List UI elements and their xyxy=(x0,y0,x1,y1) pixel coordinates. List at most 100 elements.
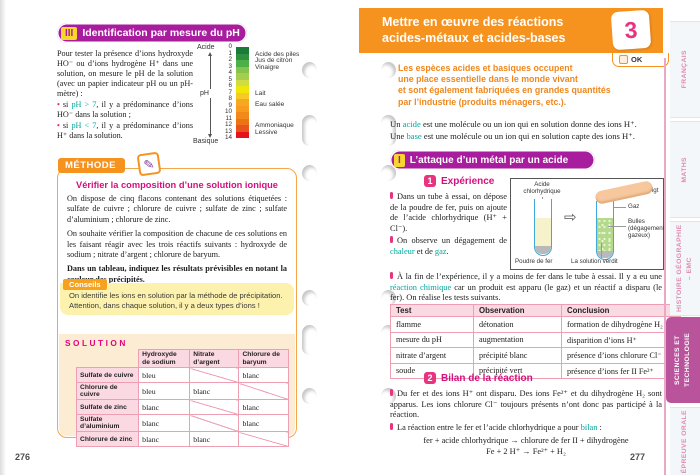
table-row: Sulfate de cuivre bleu blanc xyxy=(75,367,289,384)
page-edge-shadow xyxy=(0,0,6,475)
pointer-line xyxy=(608,226,626,227)
ok-checkbox[interactable] xyxy=(619,55,628,64)
iron-residue xyxy=(597,251,613,258)
bilan-bullet-2: La réaction entre le fer et l’acide chlo… xyxy=(390,423,662,434)
conseils-panel: On identifie les ions en solution par la… xyxy=(60,283,294,315)
table-cell-empty xyxy=(189,399,240,416)
experience-bullet-1: Dans un tube à essai, on dépose de la po… xyxy=(390,192,507,233)
tab-histoire-geographie-emc[interactable]: HISTOIRE GÉOGRAPHIE – EMC xyxy=(670,221,700,316)
table-row: Chlorure de cuivre bleu blanc xyxy=(75,382,289,401)
pencil-badge: ✎ xyxy=(136,151,162,177)
ok-tab: OK xyxy=(612,53,669,67)
intro-paragraph: Pour tester la présence d’ions hydroxyde… xyxy=(57,49,193,98)
table-header-row: Hydroxyde de sodium Nitrate d’argent Chl… xyxy=(77,348,289,369)
bilan-text: Du fer et des ions H⁺ ont disparu. Des i… xyxy=(390,389,662,457)
experiment-diagram: Acide chlorhydrique Poudre de fer ⇨ Doig… xyxy=(510,178,664,270)
table-cell-empty xyxy=(189,414,240,433)
binder-hole xyxy=(381,165,396,181)
section-numeral: III xyxy=(61,26,78,40)
sub-title: Bilan de la réaction xyxy=(441,372,533,384)
chapter-number-card: 3 xyxy=(610,9,652,51)
iron-powder xyxy=(535,246,551,254)
section-title: L’attaque d’un métal par un acide xyxy=(409,154,569,166)
acid-label: Acide chlorhydrique xyxy=(523,181,561,195)
bilan-bullet-1: Du fer et des ions H⁺ ont disparu. Des i… xyxy=(390,389,662,420)
ph-axis: Acide pH Basique xyxy=(193,44,221,154)
ph-basic-label: Basique xyxy=(193,138,219,145)
chapter-title: Mettre en œuvre des réactions acides-mét… xyxy=(382,15,566,45)
methode-label: MÉTHODE xyxy=(58,158,125,173)
table-header-row: Test Observation Conclusion xyxy=(390,304,681,317)
table-cell-empty xyxy=(238,382,289,401)
definition-acide: Un acide est une molécule ou un ion qui … xyxy=(390,119,637,129)
left-page-number: 276 xyxy=(15,452,31,462)
transform-arrow-icon: ⇨ xyxy=(564,209,577,226)
intro-bullet-1: si pH > 7, il y a prédominance d’ions HO… xyxy=(57,100,193,120)
ok-label: OK xyxy=(631,55,643,64)
ph-acid-label: Acide xyxy=(197,44,215,51)
finger-shape xyxy=(594,180,654,205)
test-tube-right xyxy=(596,201,614,260)
solution-table: Hydroxyde de sodium Nitrate d’argent Chl… xyxy=(75,348,289,448)
right-page-number: 277 xyxy=(630,452,646,462)
methode-box: MÉTHODE ✎ Vérifier la composition d’une … xyxy=(57,151,297,448)
chapter-number: 3 xyxy=(623,16,639,43)
tab-strip-divider xyxy=(664,58,666,475)
methode-title: Vérifier la composition d’une solution i… xyxy=(76,180,278,190)
tests-table-wrap: Test Observation Conclusion flamme déton… xyxy=(390,304,681,379)
chapter-banner: Mettre en œuvre des réactions acides-mét… xyxy=(359,8,663,53)
ph-color-bar xyxy=(236,47,249,138)
conseils-line-1: On identifie les ions en solution par la… xyxy=(69,291,283,300)
binder-hole xyxy=(381,62,396,78)
conseils-label: Conseils xyxy=(63,279,107,290)
ph-axis-label: pH xyxy=(198,89,211,98)
pointer-line xyxy=(601,243,602,258)
pencil-icon: ✎ xyxy=(142,155,156,173)
tab-epreuve-orale[interactable]: ÉPREUVE ORALE xyxy=(670,407,700,475)
ph-tick-numbers: 0 1 2 3 4 5 6 7 8 9 10 11 12 13 14 xyxy=(224,43,232,141)
experience-heading: 1 Expérience xyxy=(424,175,494,187)
table-row: mesure du pH augmentation disparition d’… xyxy=(390,331,681,348)
binder-hole xyxy=(381,115,396,146)
iron-label: Poudre de fer xyxy=(515,258,553,265)
pointer-line xyxy=(614,207,626,208)
bubbles-label: Bulles (dégagement gazeux) xyxy=(628,218,665,239)
methode-paragraph-2: On souhaite vérifier la composition de c… xyxy=(67,229,287,260)
methode-paragraph-1: On dispose de cinq flacons contenant des… xyxy=(67,194,287,224)
table-cell-empty xyxy=(238,431,289,448)
green-label: La solution verdit xyxy=(571,258,618,265)
tab-sciences-et-technologie[interactable]: SCIENCES ET TECHNOLOGIE xyxy=(666,317,700,403)
experience-text: Dans un tube à essai, on dépose de la po… xyxy=(390,192,507,260)
bilan-heading: 2 Bilan de la réaction xyxy=(424,372,533,384)
table-row: flamme détonation formation de dihydrogè… xyxy=(390,316,681,333)
table-row: Sulfate de zinc blanc blanc xyxy=(75,399,289,416)
definitions-block: Un acide est une molécule ou un ion qui … xyxy=(390,119,663,142)
table-row: nitrate d’argent précipité blanc présenc… xyxy=(390,347,681,364)
column-header: Hydroxyde de sodium xyxy=(138,348,191,369)
left-intro-text: Pour tester la présence d’ions hydroxyde… xyxy=(57,49,193,142)
symbol-equation: Fe + 2 H⁺ → Fe²⁺ + H₂ xyxy=(486,447,566,457)
right-section-banner: I L’attaque d’un métal par un acide xyxy=(390,150,595,170)
sub-title: Expérience xyxy=(441,175,495,187)
chapter-intro: Les espèces acides et basiques occupent … xyxy=(398,63,611,107)
experience-conclusion: À la fin de l’expérience, il y a moins d… xyxy=(390,272,662,306)
binder-hole xyxy=(302,165,317,181)
definition-base: Une base est une molécule ou un ion qui … xyxy=(390,130,635,141)
table-row: Sulfate d’aluminium blanc blanc xyxy=(75,414,289,433)
table-row: soude précipité vert présence d’ions fer… xyxy=(390,362,681,379)
section-numeral: I xyxy=(394,153,405,167)
tab-francais[interactable]: FRANÇAIS xyxy=(670,21,700,118)
ph-scale-diagram: Acide pH Basique 0 1 2 3 4 5 6 7 8 9 10 11 12 13 14 Ac… xyxy=(193,43,331,154)
section-title: Identification par mesure du pH xyxy=(82,27,240,39)
word-equation: fer + acide chlorhydrique → chlorure de … xyxy=(423,436,629,446)
acid-liquid xyxy=(535,218,551,254)
binder-hole xyxy=(302,62,317,78)
column-header: Nitrate d’argent xyxy=(189,348,240,369)
conseils-line-2: Attention, dans chaque solution, il y a … xyxy=(69,300,260,310)
gas-label: Gaz xyxy=(628,203,640,210)
intro-bullet-2: si pH < 7, il y a prédominance d’ions H⁺… xyxy=(57,121,193,141)
tab-maths[interactable]: MATHS xyxy=(670,121,700,218)
experience-bullet-3: À la fin de l’expérience, il y a moins d… xyxy=(390,272,662,303)
column-header: Chlorure de baryum xyxy=(238,348,289,369)
